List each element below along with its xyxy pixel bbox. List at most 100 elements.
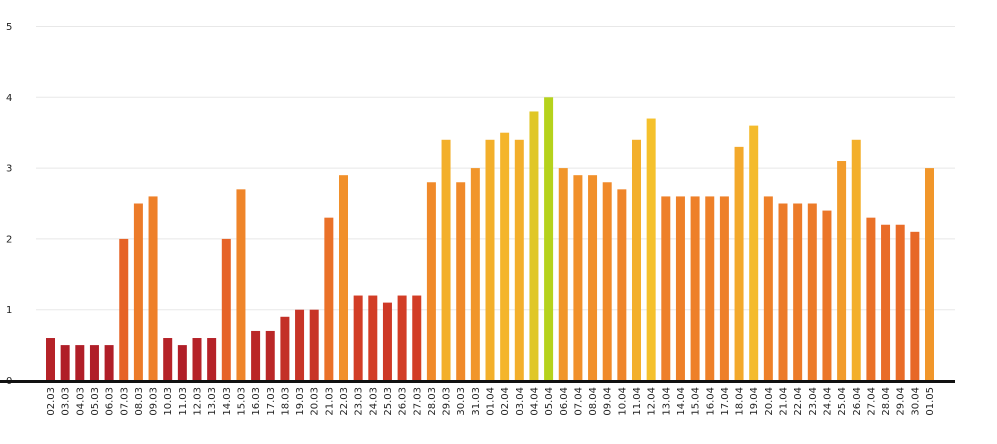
y-tick-label: 4 [6,93,12,104]
x-tick-label: 15.04 [691,387,702,416]
bar-21.04 [778,203,788,381]
bar-25.04 [837,161,847,381]
bar-20.04 [763,196,773,381]
bar-02.03 [46,338,55,381]
bar-10.04 [617,189,627,381]
bar-16.04 [705,196,715,381]
x-tick-label: 29.03 [442,387,453,416]
bar-13.04 [661,196,671,381]
x-tick-label: 17.03 [266,387,277,416]
y-tick-label: 5 [6,22,12,33]
x-tick-label: 16.04 [705,387,716,416]
x-tick-label: 13.03 [207,387,218,416]
bar-25.03 [382,302,392,381]
x-tick-label: 02.04 [500,387,511,416]
x-tick-label: 05.03 [90,387,101,416]
x-tick-label: 21.03 [324,387,335,416]
x-tick-label: 08.03 [134,387,145,416]
x-tick-label: 24.03 [368,387,379,416]
y-tick-label: 2 [6,234,12,245]
bar-15.04 [690,196,700,381]
x-tick-label: 25.03 [383,387,394,416]
bar-18.03 [280,316,290,381]
bar-22.03 [339,175,348,381]
bar-01.05 [925,168,934,381]
x-tick-label: 10.04 [617,387,628,416]
bar-24.03 [368,295,378,381]
bar-16.03 [251,330,261,381]
bar-26.04 [851,139,861,381]
x-tick-label: 30.04 [910,387,921,416]
bar-10.03 [163,338,173,381]
x-tick-label: 12.04 [647,387,658,416]
bar-24.04 [822,210,832,381]
x-axis-ticks: 02.03 03.03 04.03 05.03 06.03 07.03 08.03 09.03… [46,387,936,416]
bar-14.03 [221,238,231,381]
x-tick-label: 28.03 [427,387,438,416]
bar-18.04 [734,146,744,381]
x-tick-label: 20.04 [764,387,775,416]
x-tick-label: 18.04 [735,387,746,416]
x-tick-label: 16.03 [251,387,262,416]
x-tick-label: 12.03 [193,387,204,416]
bar-14.04 [675,196,685,381]
bar-28.03 [426,182,436,381]
x-tick-label: 07.03 [119,387,130,416]
x-tick-label: 04.03 [75,387,86,416]
x-tick-label: 30.03 [456,387,467,416]
bar-05.03 [89,345,99,381]
x-tick-label: 29.04 [896,387,907,416]
y-axis-ticks: 012345 [6,22,12,387]
bar-31.03 [470,168,480,381]
bar-04.04 [529,111,539,381]
bar-08.04 [588,175,598,381]
x-tick-label: 24.04 [822,387,833,416]
x-tick-label: 17.04 [720,387,731,416]
x-tick-label: 28.04 [881,387,892,416]
bar-09.03 [148,196,158,381]
x-tick-label: 02.03 [46,387,57,416]
bar-26.03 [397,295,407,381]
bar-06.03 [104,345,114,381]
bar-04.03 [75,345,85,381]
bar-11.03 [177,345,187,381]
x-tick-label: 14.04 [676,387,687,416]
x-tick-label: 09.03 [149,387,160,416]
bar-19.03 [295,309,305,381]
x-tick-label: 18.03 [280,387,291,416]
bar-17.03 [265,330,275,381]
bar-21.03 [324,217,334,381]
x-tick-label: 27.04 [866,387,877,416]
x-tick-label: 25.04 [837,387,848,416]
bar-08.03 [133,203,143,381]
bar-07.03 [119,238,129,381]
bar-12.03 [192,338,202,381]
bar-01.04 [485,139,495,381]
x-tick-label: 27.03 [412,387,423,416]
x-tick-label: 22.03 [339,387,350,416]
x-tick-label: 19.03 [295,387,306,416]
x-tick-label: 03.03 [61,387,72,416]
bar-23.04 [807,203,817,381]
x-tick-label: 10.03 [163,387,174,416]
x-tick-label: 14.03 [222,387,233,416]
bar-11.04 [632,139,641,381]
x-tick-label: 31.03 [471,387,482,416]
bar-12.04 [646,118,656,381]
bar-06.04 [558,168,568,381]
bar-30.04 [910,231,920,381]
bar-09.04 [602,182,612,381]
bar-27.03 [412,295,422,381]
bar-03.04 [514,139,524,381]
y-tick-label: 1 [6,305,12,316]
x-tick-label: 01.05 [925,387,936,416]
x-tick-label: 19.04 [749,387,760,416]
x-tick-label: 26.04 [852,387,863,416]
x-tick-label: 26.03 [398,387,409,416]
x-tick-label: 20.03 [310,387,321,416]
x-tick-label: 07.04 [573,387,584,416]
x-tick-label: 11.03 [178,387,189,416]
x-tick-label: 05.04 [544,387,555,416]
x-tick-label: 03.04 [515,387,526,416]
